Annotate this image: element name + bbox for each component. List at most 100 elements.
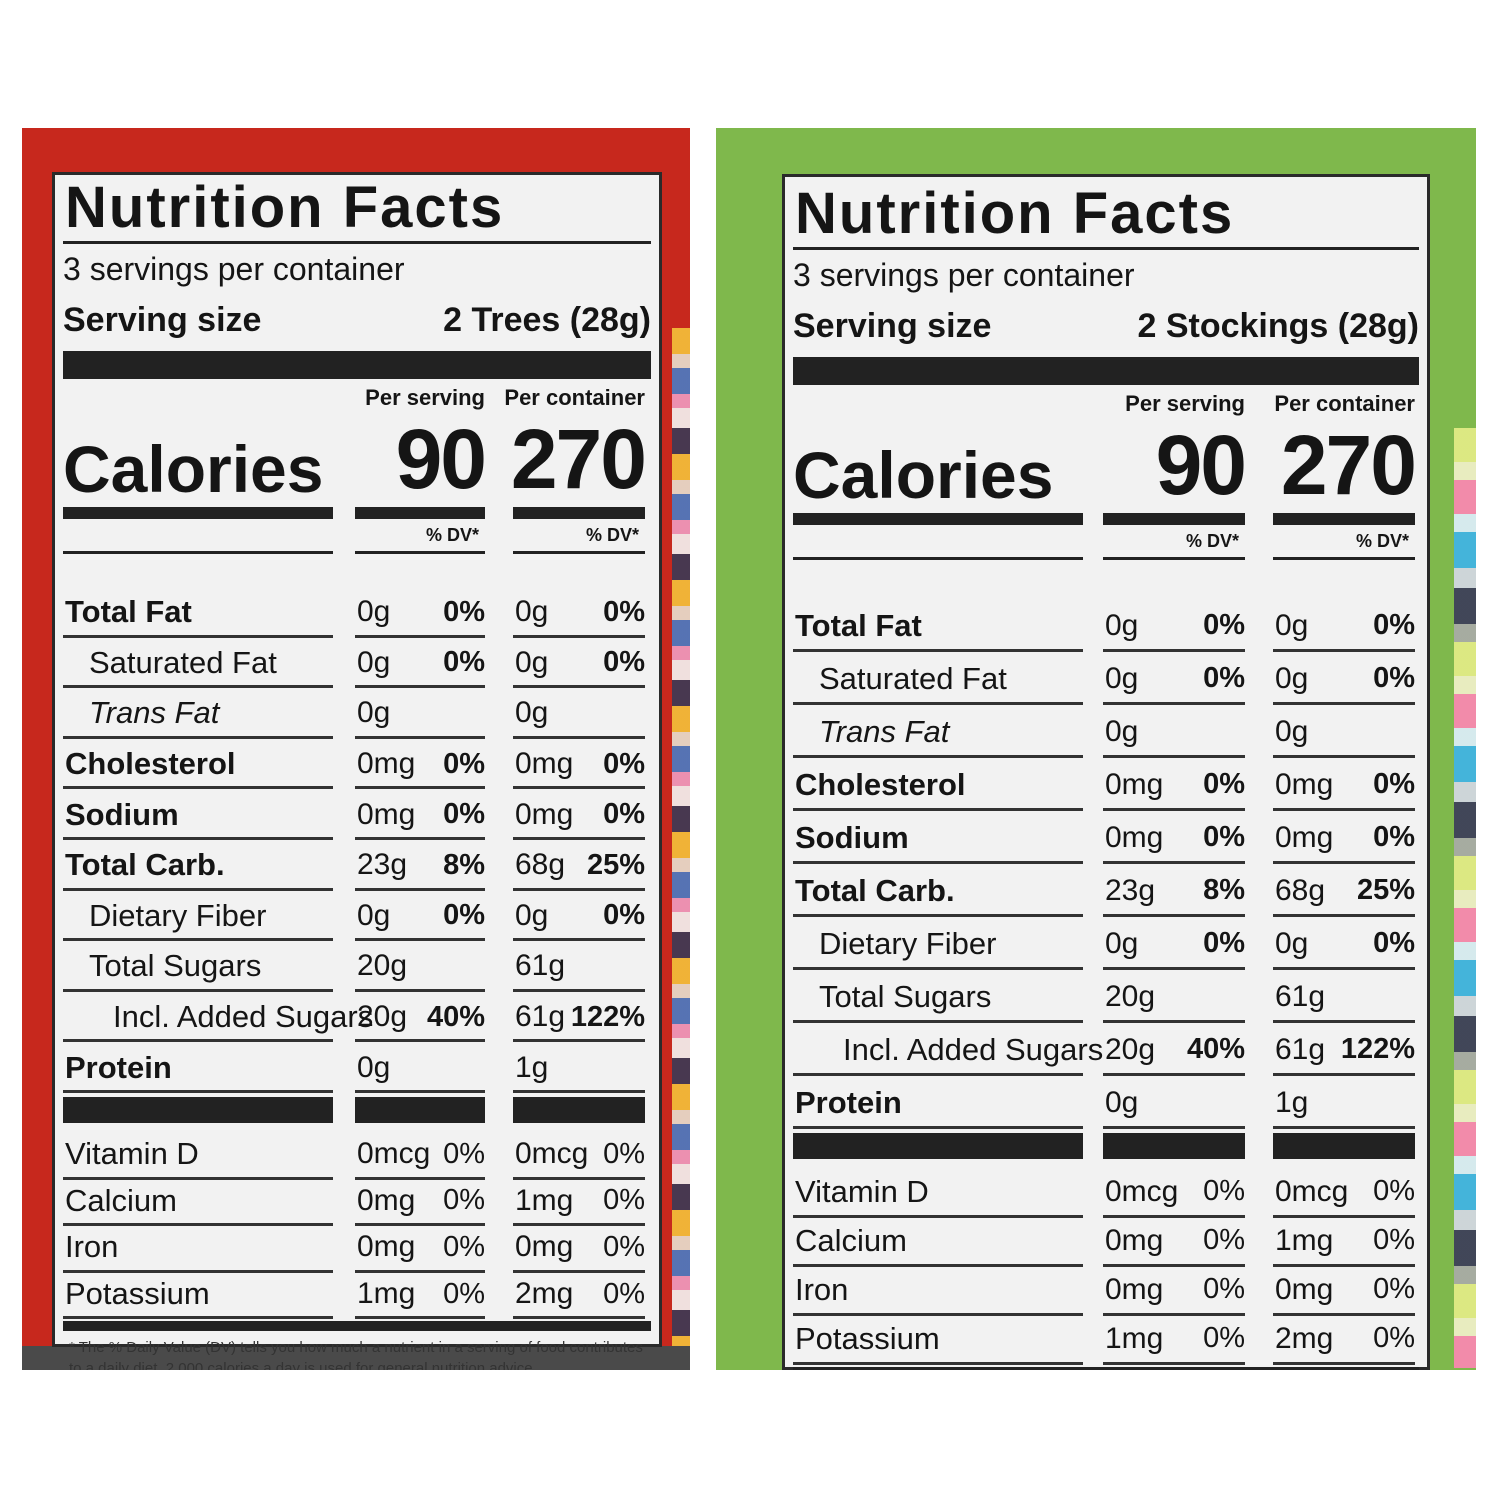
nutrient-name: Dietary Fiber	[819, 925, 997, 961]
row-rule	[793, 1126, 1083, 1129]
row-rule	[793, 967, 1083, 970]
serving-amount: 0mg	[357, 747, 416, 781]
serving-dv: 0%	[443, 1184, 485, 1217]
row-rule	[1273, 1313, 1415, 1316]
nutrient-name: Total Carb.	[65, 847, 225, 883]
nutrient-name: Total Sugars	[819, 978, 992, 1014]
row-rule	[793, 861, 1083, 864]
container-amount: 0g	[515, 898, 549, 932]
container-amount: 61g	[515, 1000, 566, 1034]
row-rule	[1273, 1126, 1415, 1129]
serving-dv: 0%	[1203, 821, 1245, 853]
nutrient-name: Vitamin D	[65, 1136, 199, 1172]
container-amount: 0g	[515, 595, 549, 629]
nutrient-row: Incl. Added Sugars 20g 40% 61g 122%	[785, 1023, 1433, 1076]
container-amount: 0g	[515, 696, 549, 730]
container-dv	[1273, 970, 1415, 1023]
serving-dv: 0%	[1203, 609, 1245, 641]
row-rule	[63, 634, 333, 638]
serving-dv	[1103, 1076, 1245, 1129]
container-dv: 0%	[1373, 662, 1415, 694]
vitamin-row: Calcium 0mg 0% 1mg 0%	[785, 1214, 1433, 1267]
row-rule	[355, 836, 485, 840]
left-package-panel: Nutrition Facts 3 servings per container S…	[22, 128, 690, 1370]
row-rule	[355, 1269, 485, 1273]
nutrient-row: Trans Fat 0g 0g	[785, 705, 1433, 758]
row-rule	[513, 836, 645, 840]
vitamin-separator	[355, 1097, 485, 1123]
container-dv: 0%	[603, 1184, 645, 1217]
row-rule	[1273, 1073, 1415, 1076]
serving-amount: 0g	[357, 645, 391, 679]
container-dv	[1273, 1076, 1415, 1129]
row-rule	[1103, 1264, 1245, 1267]
row-rule	[355, 1176, 485, 1180]
calories-per-serving: 90	[1155, 418, 1247, 512]
row-rule	[355, 1089, 485, 1093]
serving-amount: 0g	[357, 696, 391, 730]
row-rule	[355, 786, 485, 790]
dv-rule	[793, 557, 1083, 560]
nutrient-name: Calcium	[65, 1182, 177, 1218]
nutrient-row: Protein 0g 1g	[785, 1076, 1433, 1129]
row-rule	[513, 634, 645, 638]
serving-dv: 0%	[443, 899, 485, 932]
serving-dv: 0%	[1203, 768, 1245, 800]
container-dv	[1273, 705, 1415, 758]
row-rule	[1103, 914, 1245, 917]
servings-per-container: 3 servings per container	[793, 257, 1135, 293]
row-rule	[63, 786, 333, 790]
vitamin-separator	[1103, 1133, 1245, 1159]
nutrient-name: Calcium	[795, 1222, 907, 1258]
serving-amount: 20g	[357, 1000, 408, 1034]
row-rule	[1273, 702, 1415, 705]
serving-amount: 0mcg	[357, 1137, 431, 1171]
nutrient-name: Incl. Added Sugars	[113, 999, 374, 1035]
container-amount: 68g	[1275, 873, 1326, 907]
nutrition-facts-label-right: Nutrition Facts 3 servings per container S…	[782, 174, 1430, 1370]
row-rule	[63, 938, 333, 942]
row-rule	[355, 735, 485, 739]
container-amount: 0mcg	[1275, 1174, 1349, 1208]
vitamin-row: Vitamin D 0mcg 0% 0mcg 0%	[785, 1165, 1433, 1218]
serving-dv: 0%	[443, 595, 485, 628]
container-amount: 0mg	[515, 1230, 574, 1264]
nutrient-row: Dietary Fiber 0g 0% 0g 0%	[785, 917, 1433, 970]
serving-amount: 0g	[357, 898, 391, 932]
row-rule	[355, 1223, 485, 1227]
container-amount: 2mg	[1275, 1321, 1334, 1355]
calories-per-serving: 90	[395, 412, 487, 506]
container-dv: 0%	[603, 1277, 645, 1310]
row-rule	[63, 685, 333, 689]
container-dv: 0%	[1373, 1273, 1415, 1305]
label-title: Nutrition Facts	[65, 175, 505, 240]
serving-dv: 0%	[1203, 1224, 1245, 1256]
row-rule	[793, 1073, 1083, 1076]
container-dv: 0%	[603, 1137, 645, 1170]
row-rule	[1103, 1073, 1245, 1076]
container-dv: 0%	[1373, 927, 1415, 959]
row-rule	[63, 1039, 333, 1043]
row-rule	[793, 1313, 1083, 1316]
row-rule	[63, 735, 333, 739]
row-rule	[1103, 702, 1245, 705]
nutrient-row: Incl. Added Sugars 20g 40% 61g 122%	[55, 992, 665, 1043]
nutrient-row: Saturated Fat 0g 0% 0g 0%	[785, 652, 1433, 705]
vitamin-row: Potassium 1mg 0% 2mg 0%	[55, 1269, 665, 1320]
container-amount: 61g	[1275, 1032, 1326, 1066]
row-rule	[63, 1269, 333, 1273]
container-dv: 0%	[1373, 821, 1415, 853]
candy-dots-decoration	[672, 328, 690, 1370]
container-dv	[513, 1042, 645, 1093]
container-dv: 0%	[1373, 1224, 1415, 1256]
package-bottom-strip	[22, 1346, 690, 1370]
row-rule	[1103, 861, 1245, 864]
serving-amount: 0g	[1105, 1085, 1139, 1119]
container-amount: 1mg	[515, 1183, 574, 1217]
container-amount: 0g	[1275, 714, 1309, 748]
vitamin-separator	[1273, 1133, 1415, 1159]
vitamin-row: Iron 0mg 0% 0mg 0%	[785, 1263, 1433, 1316]
label-title: Nutrition Facts	[795, 181, 1235, 246]
nutrient-name: Protein	[65, 1049, 172, 1085]
serving-amount: 1mg	[357, 1277, 416, 1311]
